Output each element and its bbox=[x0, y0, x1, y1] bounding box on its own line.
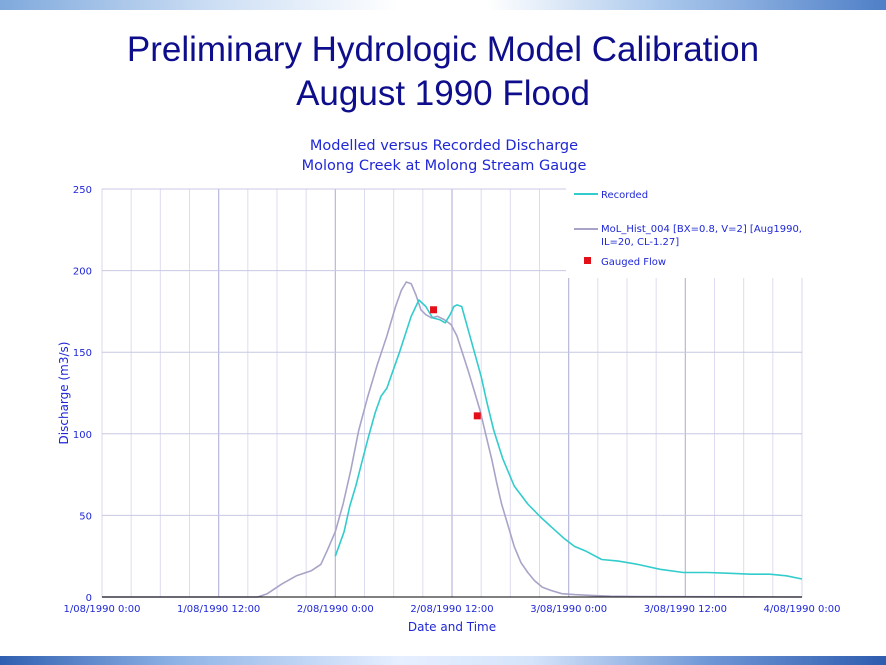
x-tick-label: 2/08/1990 12:00 bbox=[410, 604, 493, 615]
gauged-flow-marker bbox=[473, 412, 481, 420]
gauged-flow-marker bbox=[430, 306, 438, 314]
x-tick-label: 2/08/1990 0:00 bbox=[297, 604, 374, 615]
grid-lines bbox=[102, 188, 802, 597]
series-line-recorded bbox=[334, 299, 803, 580]
x-tick-label: 3/08/1990 0:00 bbox=[530, 604, 607, 615]
bottom-decorative-band bbox=[0, 656, 886, 665]
x-tick-label: 1/08/1990 12:00 bbox=[177, 604, 260, 615]
x-axis-label: Date and Time bbox=[408, 620, 496, 634]
slide-title: Preliminary Hydrologic Model Calibration… bbox=[0, 28, 886, 116]
axis-ticks: 0 50 100 150 200 250 1/08/1990 0:00 1/08/1990 1… bbox=[64, 185, 841, 615]
chart-title-line-2: Molong Creek at Molong Stream Gauge bbox=[302, 158, 587, 174]
legend-label-modelled-line-2: IL=20, CL-1.27] bbox=[601, 237, 679, 248]
slide-title-line-1: Preliminary Hydrologic Model Calibration bbox=[126, 30, 760, 69]
x-tick-label: 1/08/1990 0:00 bbox=[64, 604, 141, 615]
legend-box bbox=[566, 182, 842, 278]
x-tick-label: 4/08/1990 0:00 bbox=[764, 604, 841, 615]
y-axis-label: Discharge (m3/s) bbox=[57, 342, 71, 445]
series-line-modelled bbox=[102, 281, 803, 598]
slide-title-line-2: August 1990 Flood bbox=[296, 74, 590, 113]
y-tick-label: 100 bbox=[73, 430, 92, 441]
top-decorative-band bbox=[0, 0, 886, 10]
legend-label-recorded: Recorded bbox=[601, 190, 648, 201]
y-tick-label: 250 bbox=[73, 185, 92, 196]
y-tick-label: 50 bbox=[79, 511, 92, 522]
legend-label-modelled: MoL_Hist_004 [BX=0.8, V=2] [Aug1990, IL=… bbox=[601, 224, 805, 248]
legend: Recorded MoL_Hist_004 [BX=0.8, V=2] [Aug… bbox=[574, 190, 805, 268]
y-tick-label: 0 bbox=[86, 593, 92, 604]
legend-swatch-gauged bbox=[584, 257, 591, 264]
y-tick-label: 150 bbox=[73, 348, 92, 359]
data-series bbox=[102, 281, 803, 598]
legend-label-gauged: Gauged Flow bbox=[601, 257, 666, 268]
y-tick-label: 200 bbox=[73, 267, 92, 278]
chart-title-line-1: Modelled versus Recorded Discharge bbox=[310, 138, 578, 154]
legend-label-modelled-line-1: MoL_Hist_004 [BX=0.8, V=2] [Aug1990, bbox=[601, 224, 802, 235]
x-tick-label: 3/08/1990 12:00 bbox=[644, 604, 727, 615]
